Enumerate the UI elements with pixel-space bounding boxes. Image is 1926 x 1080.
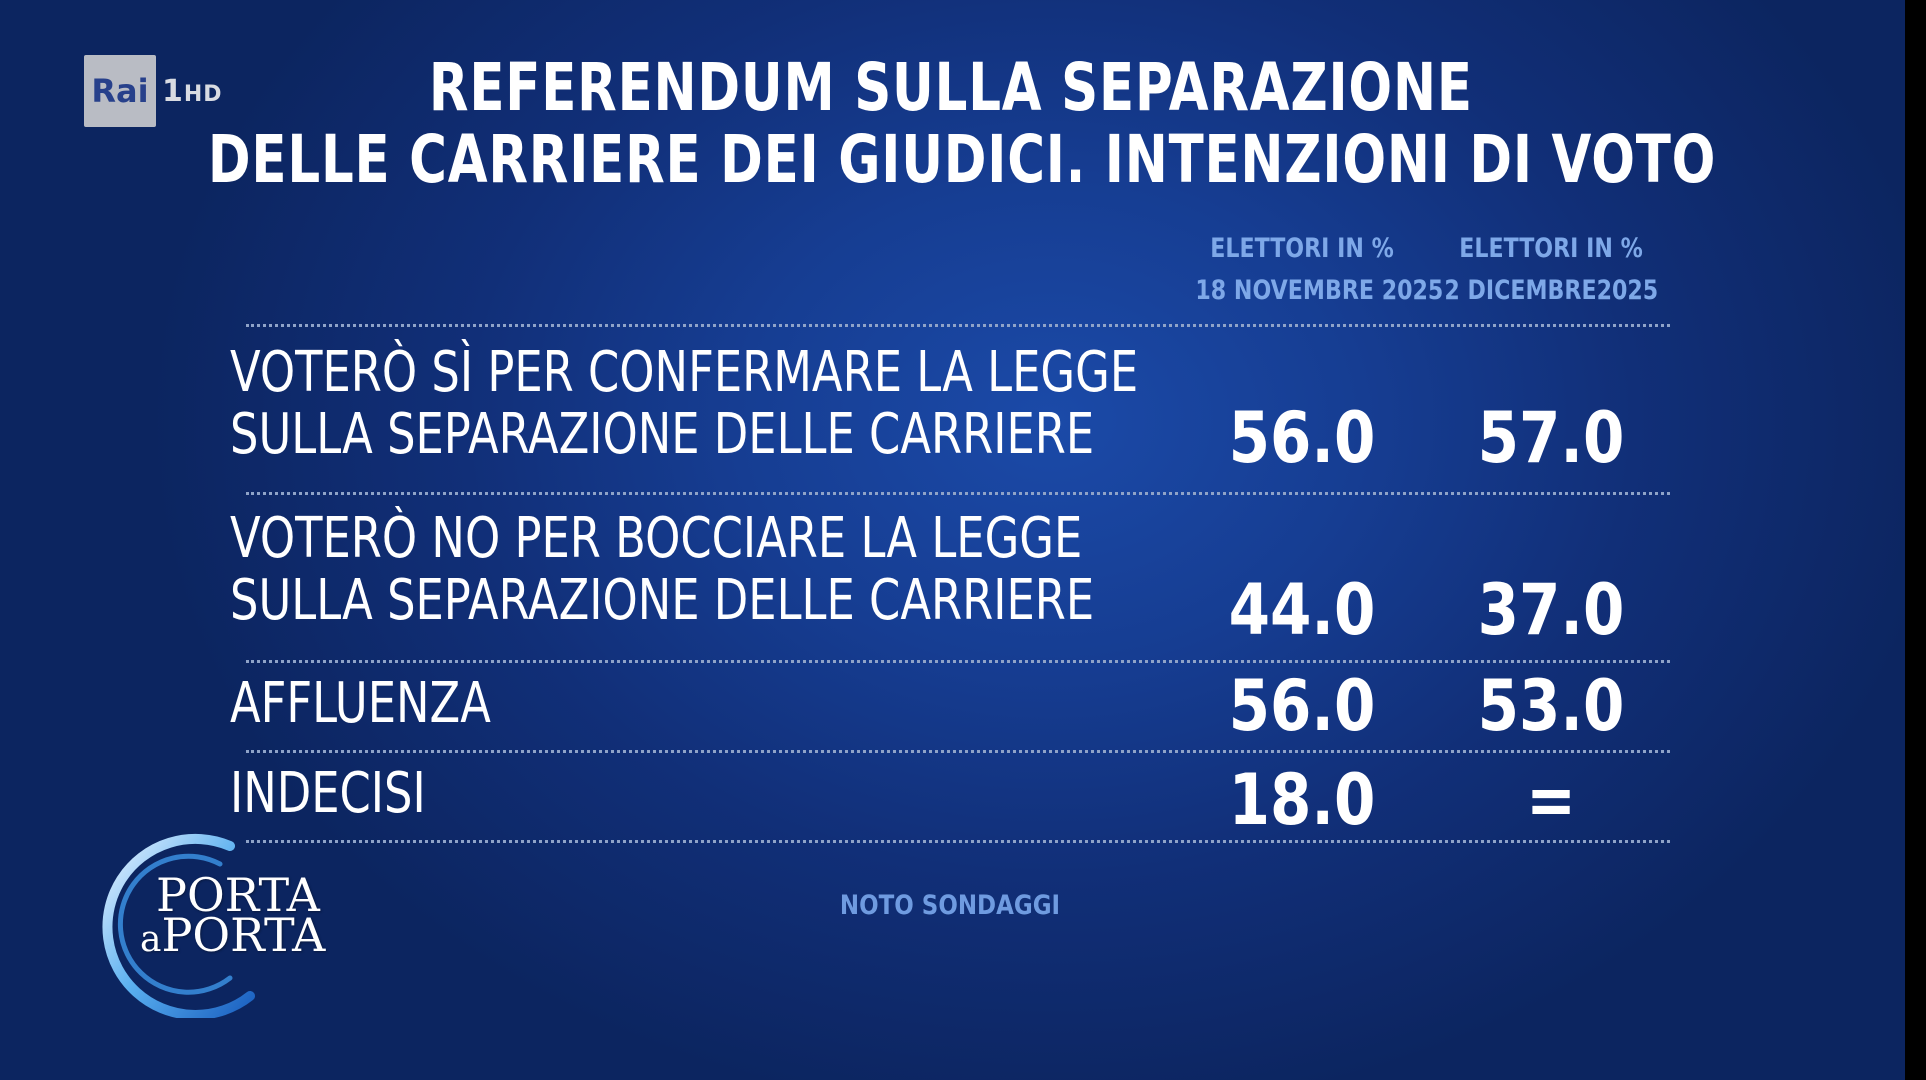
table-cell-affluenza-nov: 56.0 [1228, 665, 1376, 747]
porta-a-porta-logo: PORTA aPORTA [140, 868, 325, 960]
row-label-indecisi: INDECISI [230, 763, 426, 825]
row-label-line: INDECISI [230, 761, 426, 826]
logo-line-bottom: aPORTA [140, 912, 325, 960]
hd-label: HD [183, 81, 223, 107]
rai-logo-box: Rai [84, 55, 156, 127]
channel-number-value: 1 [162, 73, 184, 109]
table-cell-indecisi-nov: 18.0 [1228, 759, 1376, 841]
porta-a-porta-logo-ring [102, 833, 255, 1018]
table-cell-affluenza-dic: 53.0 [1477, 665, 1625, 747]
row-label-line: SULLA SEPARAZIONE DELLE CARRIERE [230, 568, 1095, 633]
column-header-line-2: 18 NOVEMBRE 2025 [1195, 275, 1444, 306]
logo-word-porta-top: PORTA [156, 868, 320, 922]
column-header-18-novembre: ELETTORI IN % 18 NOVEMBRE 2025 [1195, 228, 1444, 312]
table-cell-voto-si-nov: 56.0 [1228, 397, 1376, 479]
row-divider [246, 840, 1670, 843]
chart-title-line-1: REFERENDUM SULLA SEPARAZIONE [428, 49, 1473, 126]
table-cell-voto-no-dic: 37.0 [1477, 569, 1625, 651]
column-header-line-2: 2 DICEMBRE2025 [1444, 275, 1659, 306]
row-label-voto-no: VOTERÒ NO PER BOCCIARE LA LEGGE SULLA SE… [230, 508, 1094, 632]
logo-word-porta-bottom: PORTA [161, 908, 326, 962]
row-divider [246, 660, 1670, 663]
chart-title: REFERENDUM SULLA SEPARAZIONE DELLE CARRI… [207, 49, 1717, 198]
source-label: NOTO SONDAGGI [839, 890, 1061, 921]
row-label-line: AFFLUENZA [230, 671, 491, 736]
row-label-voto-si: VOTERÒ SÌ PER CONFERMARE LA LEGGE SULLA … [230, 342, 1138, 466]
row-label-line: VOTERÒ NO PER BOCCIARE LA LEGGE [230, 506, 1083, 571]
row-label-line: SULLA SEPARAZIONE DELLE CARRIERE [230, 402, 1095, 467]
chart-title-line-2: DELLE CARRIERE DEI GIUDICI. INTENZIONI D… [207, 121, 1717, 198]
logo-word-a: a [140, 919, 162, 960]
row-divider [246, 750, 1670, 753]
row-divider [246, 324, 1670, 327]
channel-number: 1HD [162, 74, 223, 109]
table-cell-voto-si-dic: 57.0 [1477, 397, 1625, 479]
row-label-line: VOTERÒ SÌ PER CONFERMARE LA LEGGE [230, 340, 1139, 405]
column-header-2-dicembre: ELETTORI IN % 2 DICEMBRE2025 [1444, 228, 1659, 312]
table-cell-indecisi-dic: = [1526, 759, 1576, 841]
row-divider [246, 492, 1670, 495]
table-cell-voto-no-nov: 44.0 [1228, 569, 1376, 651]
column-header-line-1: ELETTORI IN % [1459, 233, 1643, 264]
row-label-affluenza: AFFLUENZA [230, 673, 491, 735]
screen-edge [1905, 0, 1926, 1080]
rai1hd-logo: Rai 1HD [84, 55, 223, 127]
column-header-line-1: ELETTORI IN % [1210, 233, 1394, 264]
